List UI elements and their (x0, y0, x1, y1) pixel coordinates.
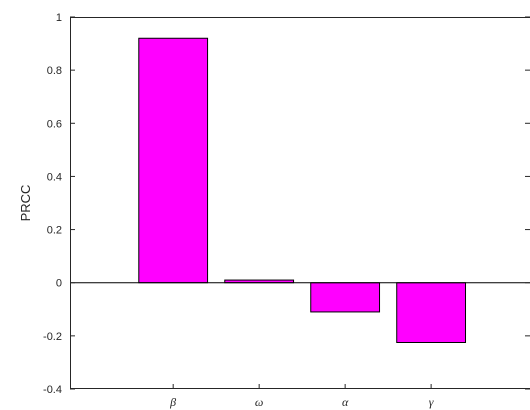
x-tick-label: γ (429, 395, 434, 409)
bar (396, 282, 467, 344)
y-tick-label: 1 (56, 12, 62, 24)
x-tick-label: α (342, 395, 349, 409)
x-tick-label: β (169, 395, 176, 409)
y-tick-label: 0.2 (47, 225, 62, 237)
y-tick-label: -0.2 (43, 331, 62, 343)
y-tick-label: 0.8 (47, 65, 62, 77)
x-tick-label: ω (255, 395, 263, 409)
y-tick-label: -0.4 (43, 384, 62, 396)
bars-group (138, 37, 467, 344)
y-axis-title: PRCC (18, 185, 33, 222)
y-tick-label: 0.6 (47, 118, 62, 130)
bar (138, 37, 209, 284)
y-tick-label: 0 (56, 278, 62, 290)
bar (310, 282, 381, 313)
y-tick-label: 0.4 (47, 171, 62, 183)
y-ticks-group: -0.4 -0.2 0 0.2 0.4 0.6 0.8 1 (43, 12, 530, 396)
